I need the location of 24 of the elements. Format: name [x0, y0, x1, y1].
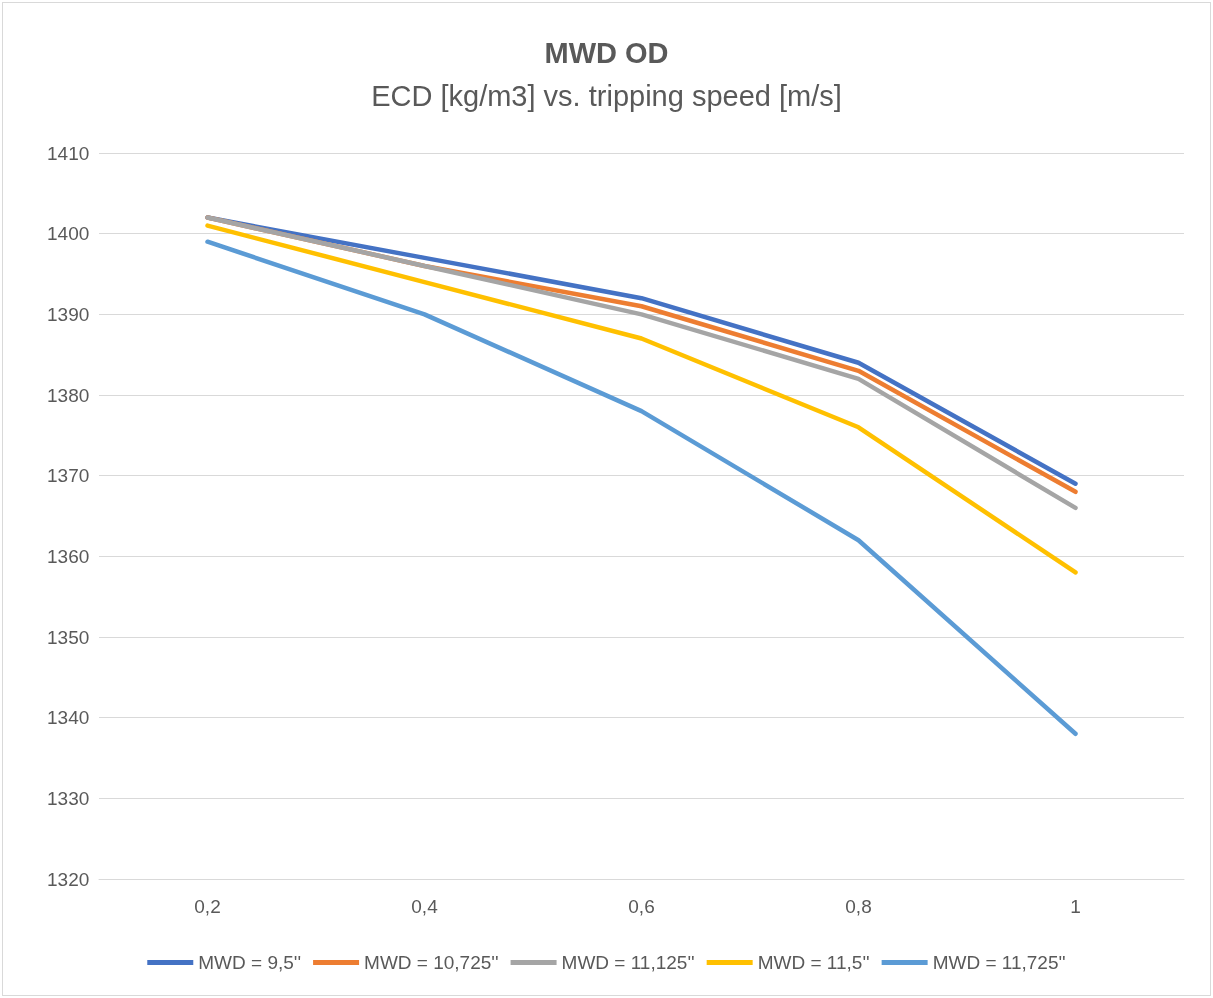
legend-label: MWD = 9,5'' — [198, 952, 302, 973]
y-tick-label: 1340 — [47, 707, 90, 729]
y-tick-label: 1380 — [47, 384, 90, 406]
line-series — [205, 239, 1078, 737]
legend-label: MWD = 11,125'' — [561, 952, 695, 973]
chart-subtitle: ECD [kg/m3] vs. tripping speed [m/s] — [371, 79, 842, 112]
y-tick-label: 1330 — [47, 787, 90, 809]
x-tick-label: 0,6 — [628, 896, 655, 917]
x-tick-label: 0,2 — [194, 896, 221, 917]
legend-label: MWD = 11,5'' — [757, 952, 870, 973]
x-tick-label: 1 — [1070, 896, 1081, 917]
legend-label: MWD = 10,725'' — [364, 952, 499, 973]
x-tick-label: 0,8 — [845, 896, 872, 917]
y-tick-label: 1360 — [47, 545, 90, 567]
x-tick-label: 0,4 — [411, 896, 439, 917]
chart-title: MWD OD — [544, 36, 669, 69]
y-tick-label: 1320 — [47, 868, 90, 890]
y-tick-label: 1400 — [47, 223, 90, 245]
y-tick-label: 1390 — [47, 303, 90, 325]
legend-label: MWD = 11,725'' — [932, 952, 1066, 973]
line-series — [205, 223, 1078, 575]
y-tick-label: 1410 — [47, 142, 90, 164]
y-tick-label: 1350 — [47, 626, 90, 648]
y-tick-label: 1370 — [47, 465, 90, 487]
